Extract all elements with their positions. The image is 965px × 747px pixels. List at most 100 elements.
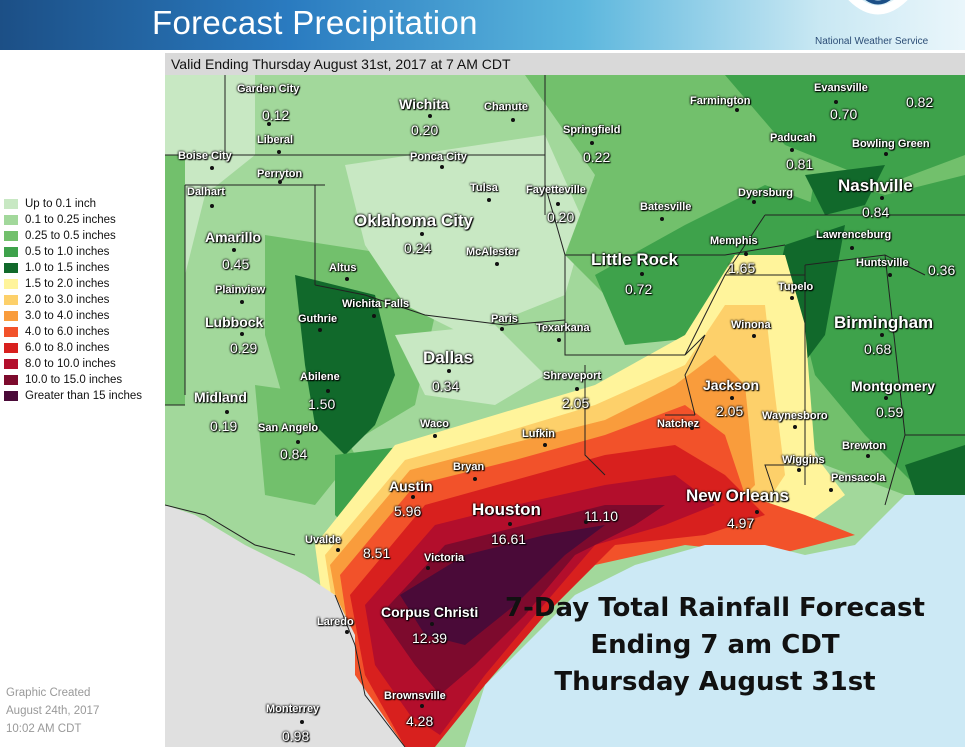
rain-value-jackson: 2.05: [716, 403, 744, 419]
precip-map: [165, 75, 965, 747]
rain-value-wichita: 0.20: [411, 122, 439, 138]
city-marker: [433, 434, 437, 438]
city-label-corpus-christi: Corpus Christi: [381, 604, 479, 620]
caption-line: Thursday August 31st: [554, 667, 876, 697]
legend-swatch: [4, 311, 18, 321]
rain-value-montgomery: 0.59: [876, 404, 904, 420]
city-marker: [744, 252, 748, 256]
legend-label: Up to 0.1 inch: [25, 198, 96, 210]
city-label-houston: Houston: [472, 500, 541, 519]
rain-value-garden-city: 0.12: [262, 107, 290, 123]
legend-label: 4.0 to 6.0 inches: [25, 326, 110, 338]
city-marker: [590, 141, 594, 145]
city-marker: [210, 204, 214, 208]
city-label-waynesboro: Waynesboro: [762, 410, 828, 422]
city-label-waco: Waco: [420, 418, 449, 430]
rain-value-brownsville: 4.28: [406, 713, 434, 729]
city-marker: [326, 389, 330, 393]
rain-value-oklahoma-city: 0.24: [404, 240, 432, 256]
legend: Up to 0.1 inch 0.1 to 0.25 inches 0.25 to …: [4, 196, 142, 404]
created-timestamp: Graphic Created August 24th, 2017 10:02 …: [6, 684, 99, 738]
city-marker: [318, 328, 322, 332]
city-label-wichita-falls: Wichita Falls: [342, 298, 410, 310]
precip-contours: [165, 75, 965, 747]
city-label-bowling-green: Bowling Green: [852, 138, 930, 150]
rain-value-dallas: 0.34: [432, 378, 460, 394]
city-label-evansville: Evansville: [814, 82, 868, 94]
city-marker: [296, 440, 300, 444]
city-marker: [880, 196, 884, 200]
city-label-montgomery: Montgomery: [851, 378, 935, 394]
city-marker: [834, 100, 838, 104]
city-label-dallas: Dallas: [423, 348, 474, 367]
city-label-birmingham: Birmingham: [834, 313, 934, 332]
city-label-shreveport: Shreveport: [543, 370, 602, 382]
rain-value-memphis: 1.65: [728, 260, 756, 276]
rain-value-fayetteville: 0.20: [547, 209, 575, 225]
rain-value-unnamed: 0.82: [906, 94, 934, 110]
header-banner: Forecast Precipitation National Weather …: [0, 0, 965, 50]
created-line: 10:02 AM CDT: [6, 723, 82, 735]
city-label-chanute: Chanute: [484, 101, 528, 113]
legend-item: 1.5 to 2.0 inches: [4, 276, 142, 292]
city-marker: [888, 273, 892, 277]
city-label-ponca-city: Ponca City: [410, 151, 467, 163]
city-label-tulsa: Tulsa: [470, 182, 498, 194]
city-label-huntsville: Huntsville: [856, 257, 909, 269]
city-label-farmington: Farmington: [690, 95, 751, 107]
legend-item: 0.5 to 1.0 inches: [4, 244, 142, 260]
city-marker: [866, 454, 870, 458]
city-label-springfield: Springfield: [563, 124, 621, 136]
legend-swatch: [4, 199, 18, 209]
city-label-plainview: Plainview: [215, 284, 266, 296]
city-label-natchez: Natchez: [657, 418, 700, 430]
city-label-wiggins: Wiggins: [782, 454, 825, 466]
city-label-little-rock: Little Rock: [591, 250, 678, 269]
rain-value-springfield: 0.22: [583, 149, 611, 165]
city-label-dyersburg: Dyersburg: [738, 187, 794, 199]
city-marker: [473, 477, 477, 481]
page-title: Forecast Precipitation: [152, 4, 478, 41]
city-label-san-angelo: San Angelo: [258, 422, 319, 434]
city-label-abilene: Abilene: [300, 371, 340, 383]
created-line: Graphic Created: [6, 687, 91, 699]
legend-item: Up to 0.1 inch: [4, 196, 142, 212]
city-marker: [690, 426, 694, 430]
city-marker: [660, 217, 664, 221]
legend-label: 1.0 to 1.5 inches: [25, 262, 110, 274]
city-marker: [508, 522, 512, 526]
city-marker: [829, 488, 833, 492]
legend-item: 8.0 to 10.0 inches: [4, 356, 142, 372]
caption-line: Ending 7 am CDT: [590, 630, 840, 660]
rain-value-unnamed: 11.10: [584, 508, 618, 524]
city-marker: [884, 396, 888, 400]
city-marker: [420, 704, 424, 708]
city-marker: [755, 510, 759, 514]
rain-value-abilene: 1.50: [308, 396, 336, 412]
legend-item: Greater than 15 inches: [4, 388, 142, 404]
city-marker: [336, 548, 340, 552]
city-label-brewton: Brewton: [842, 440, 886, 452]
city-label-bryan: Bryan: [453, 461, 485, 473]
legend-item: 2.0 to 3.0 inches: [4, 292, 142, 308]
legend-swatch: [4, 295, 18, 305]
legend-swatch: [4, 391, 18, 401]
rain-value-unnamed: 8.51: [363, 545, 391, 561]
city-marker: [426, 566, 430, 570]
city-marker: [267, 122, 271, 126]
city-label-monterrey: Monterrey: [266, 703, 320, 715]
city-label-austin: Austin: [389, 478, 433, 494]
rain-value-austin: 5.96: [394, 503, 422, 519]
city-marker: [225, 410, 229, 414]
city-marker: [372, 314, 376, 318]
city-label-guthrie: Guthrie: [298, 313, 338, 325]
legend-label: 3.0 to 4.0 inches: [25, 310, 110, 322]
legend-label: 1.5 to 2.0 inches: [25, 278, 110, 290]
city-label-liberal: Liberal: [257, 134, 294, 146]
rain-value-paducah: 0.81: [786, 156, 814, 172]
city-label-garden-city: Garden City: [237, 83, 300, 95]
city-label-texarkana: Texarkana: [536, 322, 590, 334]
city-label-fayetteville: Fayetteville: [526, 184, 586, 196]
city-label-paris: Paris: [491, 313, 518, 325]
city-marker: [430, 622, 434, 626]
